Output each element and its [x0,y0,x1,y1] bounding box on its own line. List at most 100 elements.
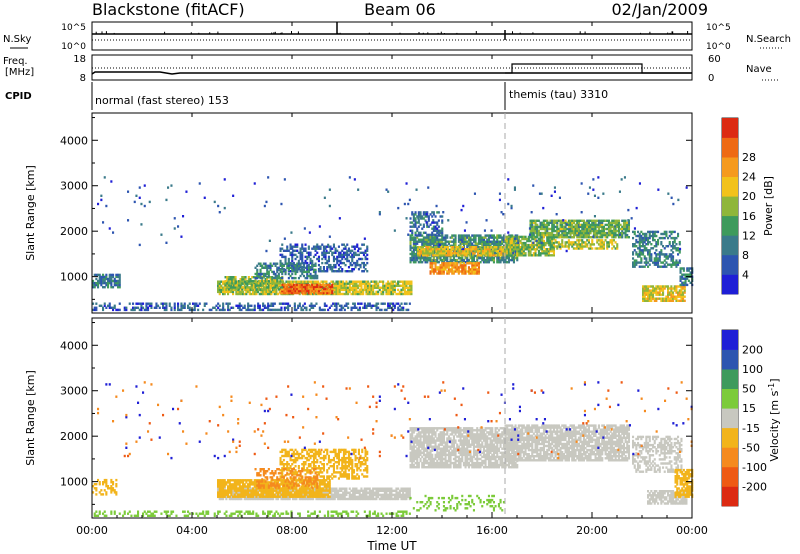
data-cell [302,261,305,265]
data-cell [476,268,479,271]
data-cell [597,247,600,250]
data-cell [425,252,428,255]
data-cell [624,227,627,231]
data-cell [582,219,585,222]
data-cell [601,243,604,246]
data-cell [526,239,529,243]
data-cell [284,257,287,261]
data-cell [422,211,425,214]
data-cell [373,510,376,513]
data-cell [660,241,663,244]
data-cell [498,198,501,202]
data-cell [551,241,554,245]
data-cell [431,233,434,237]
data-cell [551,225,554,229]
data-cell [504,241,507,245]
data-cell [452,246,455,249]
data-cell [504,254,507,257]
data-cell [527,239,530,243]
data-cell [437,268,440,271]
data-cell [499,261,502,264]
nsky-panel: N.Sky 10^5 10^0 10^5 10^0 N.Search [3,21,791,52]
data-cell [665,295,668,298]
data-cell [261,280,264,283]
data-cell [355,282,358,285]
data-cell [489,236,492,239]
data-cell [367,284,370,287]
data-cell [648,285,651,288]
data-cell [507,202,510,206]
data-cell [534,243,537,247]
data-cell [412,219,415,222]
data-cell [477,272,480,275]
data-cell [643,299,646,302]
data-cell [532,243,535,247]
data-cell [686,283,689,287]
data-cell [452,244,455,247]
data-cell [337,286,340,289]
data-cell [398,284,401,287]
data-cell [102,493,105,496]
data-cell [308,280,311,283]
data-cell [252,280,255,283]
data-cell [295,308,298,312]
data-cell [327,266,330,269]
data-cell [337,259,340,263]
data-cell [346,257,349,261]
data-cell [400,280,403,283]
data-cell [285,280,288,283]
data-cell [306,268,309,271]
data-cell [464,266,467,269]
data-cell [627,223,630,227]
data-cell [514,246,517,249]
data-cell [243,304,246,307]
data-cell [188,302,191,305]
data-cell [402,512,405,515]
data-cell [262,512,265,515]
data-cell [441,215,444,218]
data-cell [492,256,495,260]
data-cell [464,242,467,245]
data-cell [658,291,661,294]
data-cell [490,250,493,253]
data-cell [331,289,334,293]
data-cell [663,236,666,240]
data-cell [536,246,539,249]
data-cell [335,288,338,292]
data-cell [246,280,249,283]
data-cell [657,230,660,234]
data-cell [137,302,140,305]
data-cell [597,225,600,229]
data-cell [655,291,658,294]
data-cell [487,254,490,257]
data-cell [624,233,627,237]
data-cell [591,243,594,246]
data-cell [650,257,653,260]
cpid-segment-2: themis (tau) 3310 [509,88,608,101]
data-cell [446,262,449,265]
data-cell [454,234,457,237]
data-cell [269,284,272,287]
data-cell [202,510,205,513]
data-cell [627,229,630,233]
data-cell [499,244,502,247]
data-cell [355,286,358,289]
data-cell [347,259,350,263]
data-cell [223,288,226,292]
data-cell [434,225,437,228]
data-cell [614,233,617,237]
data-cell [422,246,425,249]
data-cell [522,248,525,251]
data-cell [284,287,287,291]
data-cell [366,257,369,261]
data-cell [679,271,682,274]
data-cell [283,178,286,181]
data-cell [412,215,415,218]
data-cell [596,219,599,222]
data-cell [370,288,373,292]
data-cell [157,304,160,307]
data-cell [622,221,625,224]
data-cell [362,306,365,309]
